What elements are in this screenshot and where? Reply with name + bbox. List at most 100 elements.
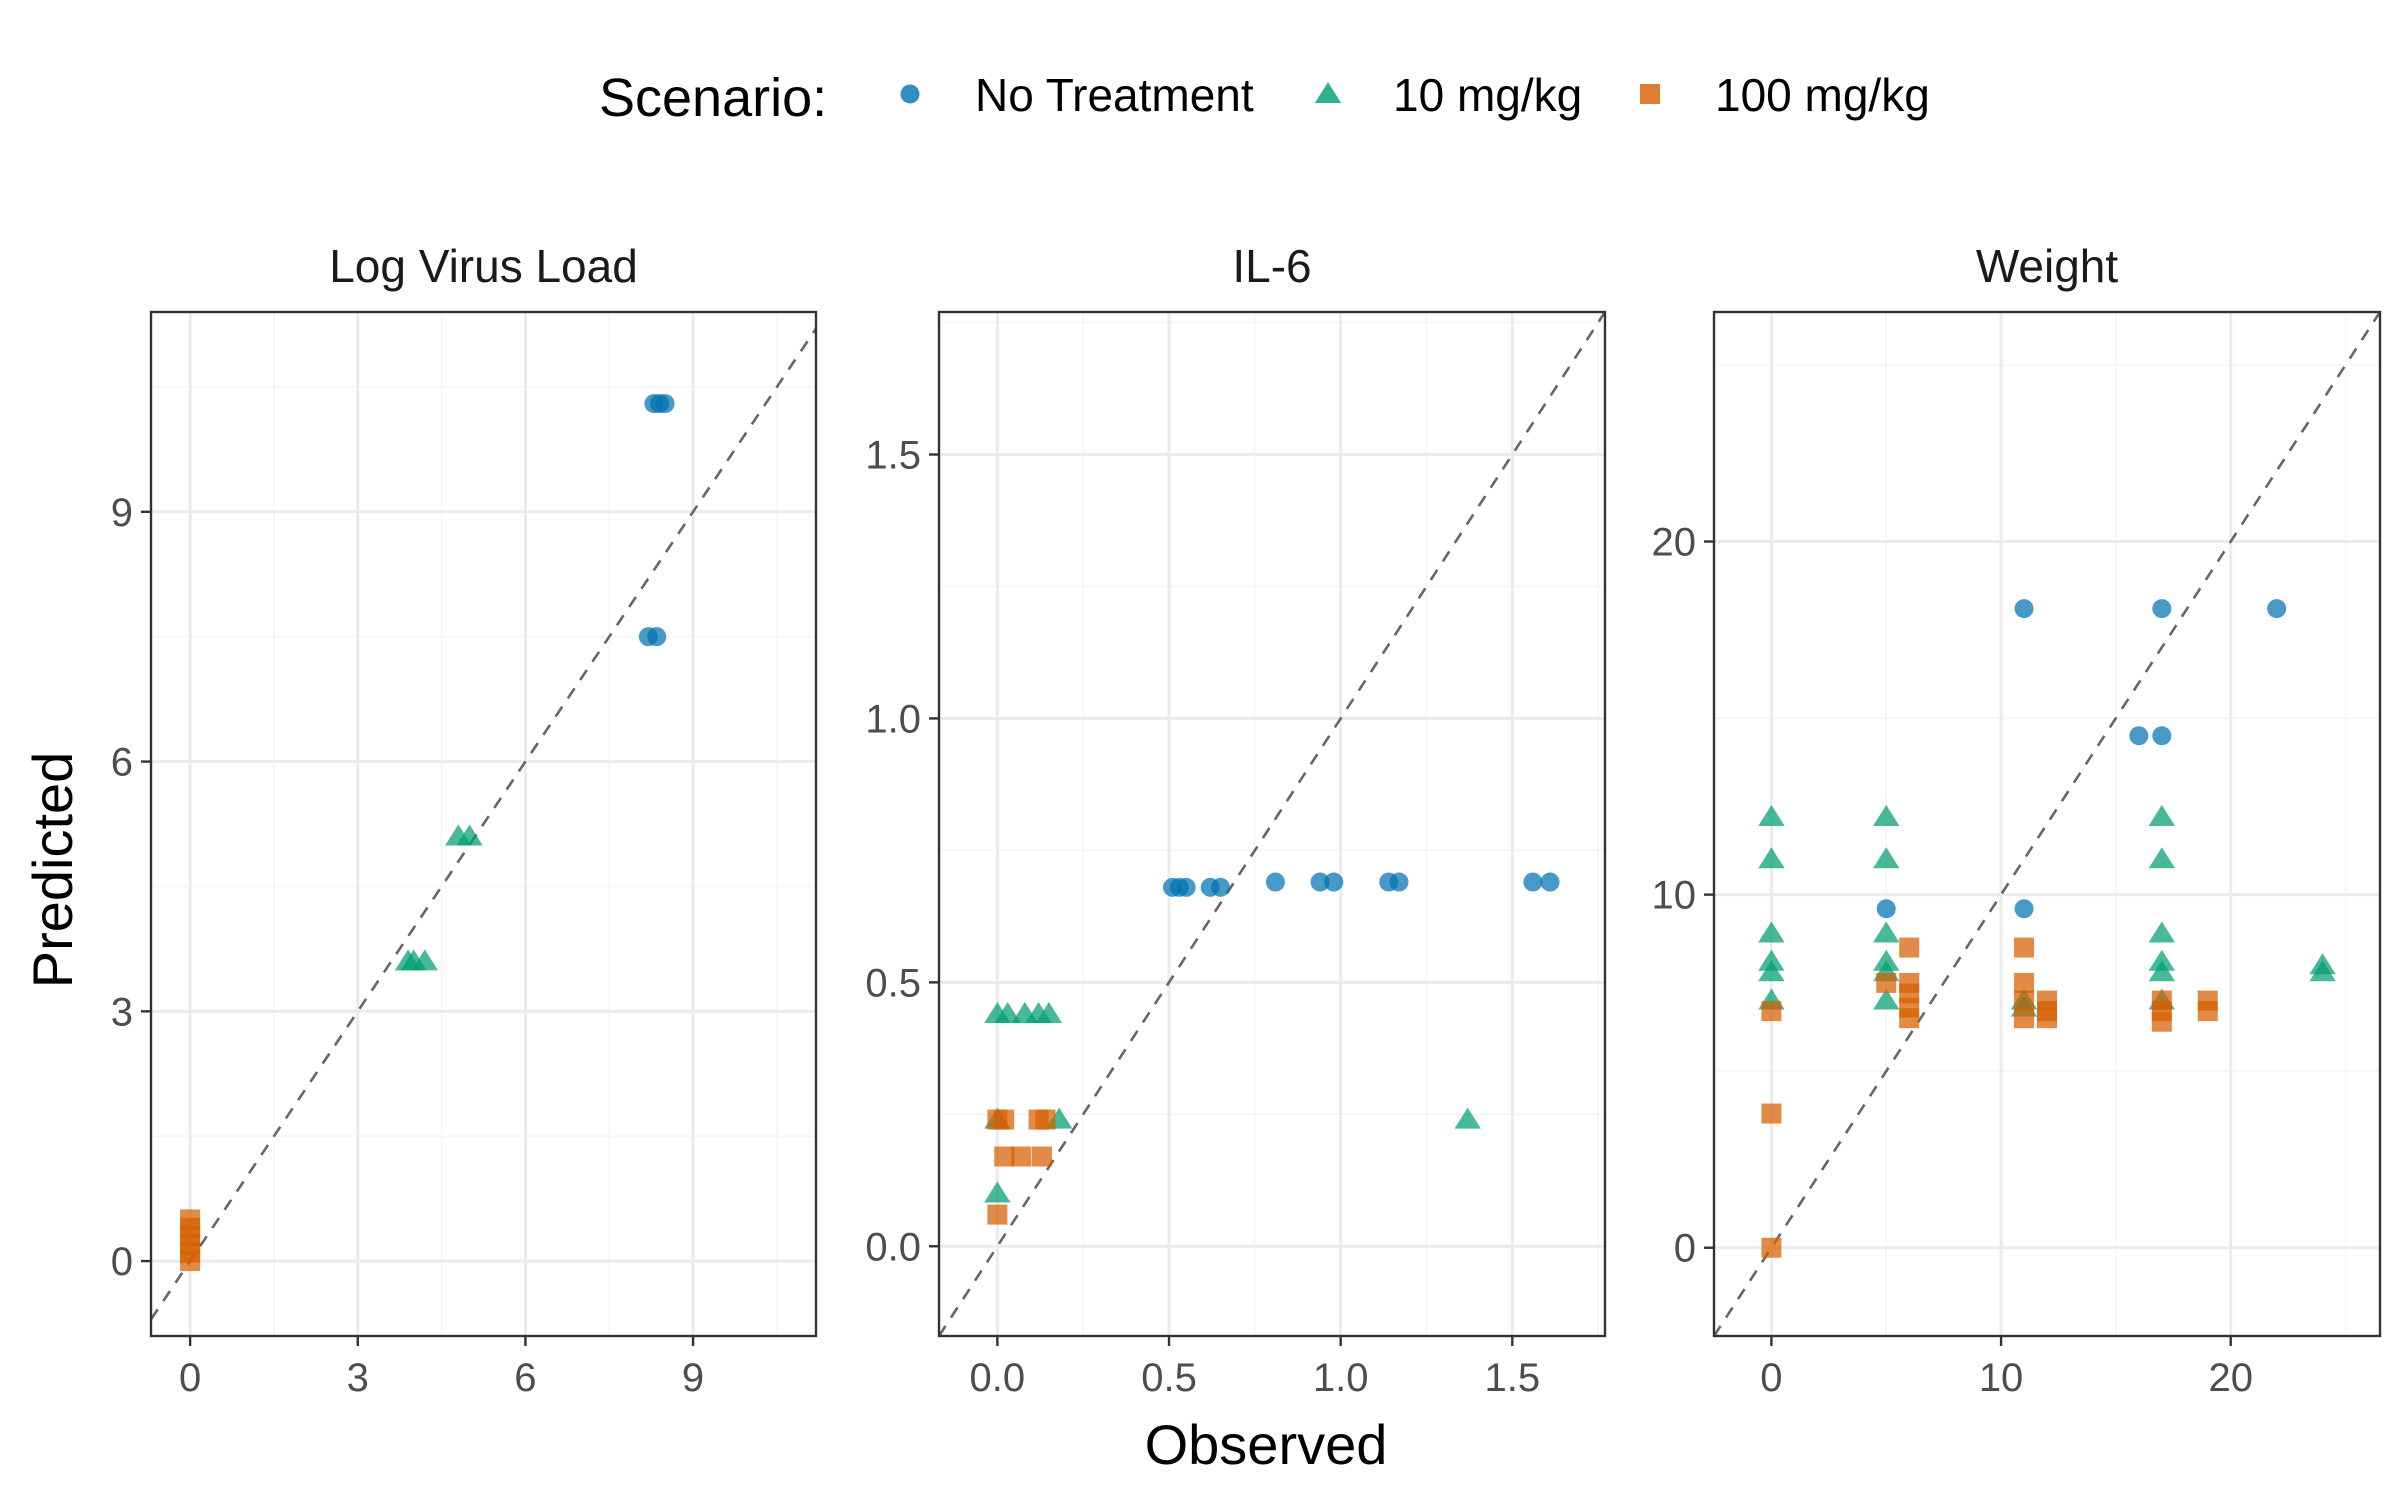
data-point-triangle xyxy=(1758,804,1785,826)
data-point-circle xyxy=(2267,599,2287,619)
data-point-square xyxy=(1035,1109,1056,1130)
y-tick-label: 1.0 xyxy=(865,697,921,741)
data-point-square xyxy=(994,1109,1015,1130)
data-point-circle xyxy=(1310,872,1330,892)
y-tick-label: 10 xyxy=(1652,874,1697,918)
data-point-triangle xyxy=(1873,847,1900,869)
panel-title: IL-6 xyxy=(1232,240,1311,292)
x-tick-label: 6 xyxy=(514,1356,536,1400)
y-tick-label: 0.5 xyxy=(865,961,921,1005)
data-point-triangle xyxy=(2148,949,2176,971)
x-tick-label: 1.5 xyxy=(1485,1356,1541,1400)
data-point-circle xyxy=(1176,877,1196,897)
data-point-square xyxy=(2014,990,2035,1011)
data-point-circle xyxy=(655,394,675,414)
data-point-triangle xyxy=(456,824,483,846)
facet-panels: Log Virus Load 0 3 6 9 0 3 6 9 IL-6 0.0 0.5 1.0 1.5 0.… xyxy=(111,240,2382,1400)
x-tick-label: 10 xyxy=(1979,1356,2024,1400)
legend-label: 100 mg/kg xyxy=(1715,69,1930,121)
y-tick-label: 0 xyxy=(1674,1227,1696,1271)
facet-panel: Weight 0 10 20 0 10 20 xyxy=(1652,240,2382,1400)
panel-title: Log Virus Load xyxy=(329,240,638,292)
data-point-square xyxy=(2014,1008,2035,1029)
data-point-triangle xyxy=(1758,960,1785,982)
x-axis-title: Observed xyxy=(1145,1413,1388,1476)
data-point-square xyxy=(1761,1001,1782,1022)
x-tick-label: 9 xyxy=(682,1356,704,1400)
data-point-square xyxy=(1876,972,1897,993)
legend-key-triangle xyxy=(1314,82,1342,103)
data-point-circle xyxy=(2129,726,2149,746)
facet-panel: IL-6 0.0 0.5 1.0 1.5 0.0 0.5 1.0 1.5 xyxy=(865,240,1607,1400)
y-axis-title: Predicted xyxy=(21,752,84,989)
panel-title: Weight xyxy=(1976,240,2119,292)
y-tick-label: 0.0 xyxy=(865,1225,921,1269)
data-point-circle xyxy=(1265,872,1285,892)
legend: Scenario: No Treatment 10 mg/kg 100 mg/kg xyxy=(599,68,1930,128)
y-tick-label: 6 xyxy=(111,741,133,785)
legend-title: Scenario: xyxy=(599,68,827,128)
data-point-triangle xyxy=(1758,949,1785,971)
panel-border xyxy=(149,310,818,1338)
data-point-circle xyxy=(1876,899,1896,919)
panel-border xyxy=(1712,310,2382,1338)
legend-key-circle xyxy=(900,84,920,104)
data-point-square xyxy=(1031,1146,1052,1167)
x-tick-label: 0 xyxy=(179,1356,201,1400)
data-point-circle xyxy=(2014,899,2034,919)
x-tick-label: 0 xyxy=(1760,1356,1782,1400)
data-point-triangle xyxy=(2148,804,2176,826)
data-point-circle xyxy=(1540,872,1560,892)
data-point-triangle xyxy=(1758,921,1785,943)
data-point-circle xyxy=(1211,877,1231,897)
data-point-square xyxy=(2014,972,2035,993)
data-point-square xyxy=(2037,1008,2057,1029)
x-tick-label: 20 xyxy=(2208,1356,2253,1400)
data-point-triangle xyxy=(984,1181,1011,1203)
legend-key-square xyxy=(1640,84,1660,104)
x-tick-label: 3 xyxy=(347,1356,369,1400)
data-point-triangle xyxy=(1873,949,1900,971)
y-tick-label: 9 xyxy=(111,491,133,535)
data-point-square xyxy=(2197,1001,2218,1022)
facet-panel: Log Virus Load 0 3 6 9 0 3 6 9 xyxy=(111,240,818,1400)
data-point-triangle xyxy=(411,949,439,971)
data-point-circle xyxy=(2014,599,2034,619)
data-point-triangle xyxy=(1873,921,1900,943)
data-point-square xyxy=(2151,1011,2172,1032)
legend-label: No Treatment xyxy=(975,69,1254,121)
data-point-square xyxy=(1761,1103,1782,1124)
data-point-square xyxy=(994,1146,1015,1167)
data-point-circle xyxy=(1324,872,1344,892)
x-tick-label: 0.5 xyxy=(1141,1356,1197,1400)
panel-border xyxy=(937,310,1607,1338)
data-point-square xyxy=(1899,937,1920,958)
data-point-square xyxy=(1761,1237,1782,1258)
data-point-triangle xyxy=(2148,921,2176,943)
data-point-circle xyxy=(2152,599,2172,619)
data-point-circle xyxy=(2152,726,2172,746)
y-tick-label: 20 xyxy=(1652,521,1697,565)
data-point-triangle xyxy=(1454,1107,1481,1129)
legend-label: 10 mg/kg xyxy=(1393,69,1582,121)
data-point-circle xyxy=(1523,872,1543,892)
data-point-square xyxy=(180,1209,201,1230)
identity-reference-line xyxy=(937,311,1607,1337)
x-tick-label: 0.0 xyxy=(970,1356,1026,1400)
data-point-triangle xyxy=(994,1002,1021,1024)
data-point-triangle xyxy=(1035,1002,1063,1024)
data-point-square xyxy=(1899,1008,1920,1029)
data-point-square xyxy=(987,1204,1008,1225)
y-tick-label: 1.5 xyxy=(865,434,921,478)
data-point-square xyxy=(1011,1146,1032,1167)
data-point-triangle xyxy=(1873,988,1900,1010)
data-point-triangle xyxy=(2148,847,2176,869)
data-point-triangle xyxy=(1758,847,1785,869)
y-tick-label: 3 xyxy=(111,990,133,1034)
data-point-circle xyxy=(1389,872,1409,892)
data-point-square xyxy=(2014,937,2035,958)
data-point-circle xyxy=(647,627,667,647)
identity-reference-line xyxy=(1712,311,2382,1337)
data-point-triangle xyxy=(2148,960,2176,982)
